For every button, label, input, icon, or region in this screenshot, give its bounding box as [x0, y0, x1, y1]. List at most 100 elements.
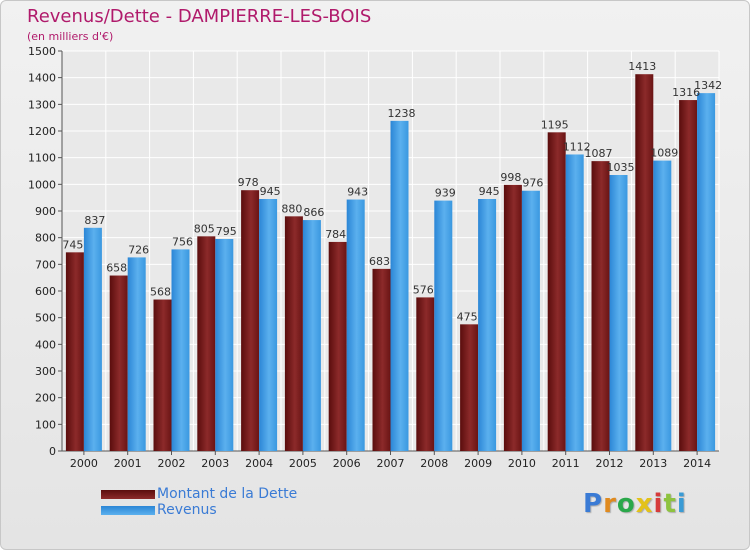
data-label: 998	[500, 171, 521, 184]
data-label: 576	[413, 283, 434, 296]
x-tick-label: 2001	[114, 457, 142, 470]
bar-revenus	[697, 93, 716, 451]
bar-revenus	[346, 199, 365, 451]
bar-revenus	[653, 160, 672, 451]
bar-dette	[547, 132, 566, 452]
y-tick-label: 1300	[28, 98, 56, 111]
bar-revenus	[478, 199, 497, 451]
bar-revenus	[127, 257, 146, 451]
bar-revenus	[390, 120, 409, 451]
x-tick-label: 2002	[158, 457, 186, 470]
x-tick-label: 2003	[201, 457, 229, 470]
y-tick-label: 700	[35, 258, 56, 271]
bar-dette	[635, 74, 654, 451]
data-label: 568	[150, 286, 171, 299]
bar-revenus	[609, 175, 628, 451]
data-label: 943	[347, 186, 368, 199]
x-tick-label: 2005	[289, 457, 317, 470]
data-label: 1035	[607, 161, 635, 174]
y-tick-label: 100	[35, 418, 56, 431]
data-label: 945	[479, 185, 500, 198]
bar-dette	[328, 241, 347, 451]
bar-dette	[241, 190, 260, 451]
y-tick-label: 1500	[28, 45, 56, 58]
bar-dette	[416, 297, 435, 451]
bar-dette	[679, 100, 698, 452]
x-tick-label: 2013	[639, 457, 667, 470]
x-tick-label: 2010	[508, 457, 536, 470]
y-tick-label: 600	[35, 285, 56, 298]
x-tick-label: 2009	[464, 457, 492, 470]
bar-revenus	[215, 239, 234, 451]
data-label: 945	[260, 185, 281, 198]
legend-swatch-dette	[101, 490, 155, 499]
bar-dette	[153, 299, 172, 451]
bar-revenus	[171, 249, 190, 451]
bar-dette	[591, 161, 610, 451]
bar-dette	[197, 236, 216, 451]
data-label: 837	[84, 214, 105, 227]
data-label: 1089	[650, 147, 678, 160]
bars	[65, 74, 716, 452]
data-label: 475	[457, 310, 478, 323]
data-label: 1316	[672, 86, 700, 99]
data-label: 1112	[563, 140, 591, 153]
data-label: 978	[238, 176, 259, 189]
y-tick-label: 400	[35, 338, 56, 351]
data-label: 1238	[388, 107, 416, 120]
x-tick-label: 2014	[683, 457, 711, 470]
legend-label-dette: Montant de la Dette	[157, 486, 298, 502]
bar-revenus	[434, 200, 453, 451]
bar-revenus	[83, 227, 102, 451]
legend-swatch-revenus	[101, 506, 155, 515]
legend-label-revenus: Revenus	[157, 502, 217, 518]
x-tick-label: 2007	[377, 457, 405, 470]
y-tick-label: 0	[49, 445, 56, 458]
x-tick-label: 2012	[596, 457, 624, 470]
bar-revenus	[565, 154, 584, 451]
data-label: 1195	[541, 118, 569, 131]
x-tick-label: 2000	[70, 457, 98, 470]
chart-title: Revenus/Dette - DAMPIERRE-LES-BOIS	[27, 6, 372, 27]
data-label: 784	[325, 228, 346, 241]
proxiti-logo: Proxiti	[583, 489, 687, 519]
data-label: 1413	[628, 60, 656, 73]
data-label: 726	[128, 243, 149, 256]
y-tick-label: 1100	[28, 152, 56, 165]
data-label: 756	[172, 235, 193, 248]
x-tick-label: 2008	[420, 457, 448, 470]
y-tick-label: 200	[35, 392, 56, 405]
data-label: 658	[106, 262, 127, 275]
y-tick-label: 500	[35, 312, 56, 325]
data-label: 805	[194, 222, 215, 235]
bar-dette	[503, 184, 522, 451]
bar-revenus	[521, 190, 540, 451]
x-tick-label: 2011	[552, 457, 580, 470]
y-tick-label: 1200	[28, 125, 56, 138]
data-label: 683	[369, 255, 390, 268]
bar-dette	[372, 268, 391, 451]
data-label: 1087	[585, 147, 613, 160]
data-label: 939	[435, 187, 456, 200]
data-label: 795	[216, 225, 237, 238]
x-tick-label: 2004	[245, 457, 273, 470]
data-label: 866	[303, 206, 324, 219]
y-tick-label: 1000	[28, 178, 56, 191]
bar-dette	[65, 252, 84, 451]
data-label: 976	[522, 177, 543, 190]
bar-dette	[284, 216, 303, 451]
y-tick-label: 900	[35, 205, 56, 218]
y-tick-label: 300	[35, 365, 56, 378]
bar-dette	[460, 324, 479, 451]
data-label: 745	[62, 238, 83, 251]
data-label: 880	[281, 202, 302, 215]
axes: 0 100 200 300 400 500 600 700 800 900 1000 1100 1200…	[28, 45, 719, 470]
bar-revenus	[302, 220, 321, 451]
x-tick-label: 2006	[333, 457, 361, 470]
data-label: 1342	[694, 79, 722, 92]
y-tick-label: 800	[35, 232, 56, 245]
bar-dette	[109, 275, 128, 451]
